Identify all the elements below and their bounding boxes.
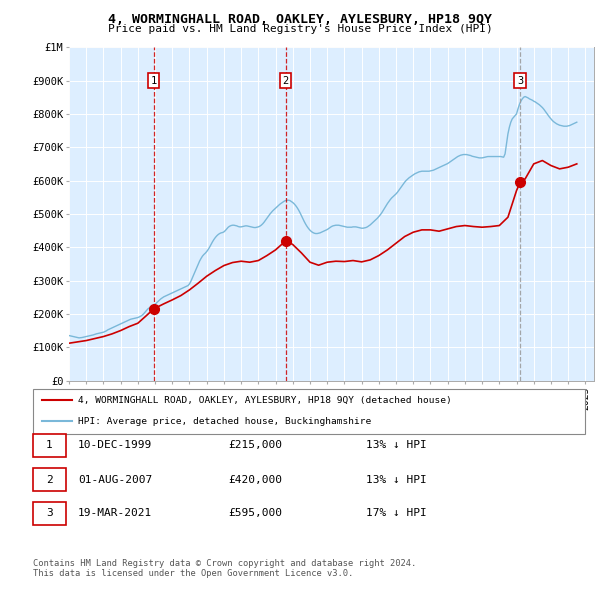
Text: 01-AUG-2007: 01-AUG-2007: [78, 475, 152, 484]
Text: 17% ↓ HPI: 17% ↓ HPI: [366, 509, 427, 518]
Text: 10-DEC-1999: 10-DEC-1999: [78, 441, 152, 450]
Text: 2: 2: [283, 76, 289, 86]
Text: £595,000: £595,000: [228, 509, 282, 518]
Text: 1: 1: [46, 441, 53, 450]
Text: Price paid vs. HM Land Registry's House Price Index (HPI): Price paid vs. HM Land Registry's House …: [107, 24, 493, 34]
Text: 13% ↓ HPI: 13% ↓ HPI: [366, 441, 427, 450]
Text: Contains HM Land Registry data © Crown copyright and database right 2024.
This d: Contains HM Land Registry data © Crown c…: [33, 559, 416, 578]
Text: £215,000: £215,000: [228, 441, 282, 450]
Text: 13% ↓ HPI: 13% ↓ HPI: [366, 475, 427, 484]
Text: 2: 2: [46, 475, 53, 484]
Text: £420,000: £420,000: [228, 475, 282, 484]
Text: 3: 3: [46, 509, 53, 518]
Text: 19-MAR-2021: 19-MAR-2021: [78, 509, 152, 518]
Text: 3: 3: [517, 76, 523, 86]
Text: HPI: Average price, detached house, Buckinghamshire: HPI: Average price, detached house, Buck…: [78, 417, 371, 426]
Text: 1: 1: [151, 76, 157, 86]
Text: 4, WORMINGHALL ROAD, OAKLEY, AYLESBURY, HP18 9QY: 4, WORMINGHALL ROAD, OAKLEY, AYLESBURY, …: [108, 13, 492, 26]
Text: 4, WORMINGHALL ROAD, OAKLEY, AYLESBURY, HP18 9QY (detached house): 4, WORMINGHALL ROAD, OAKLEY, AYLESBURY, …: [78, 396, 452, 405]
